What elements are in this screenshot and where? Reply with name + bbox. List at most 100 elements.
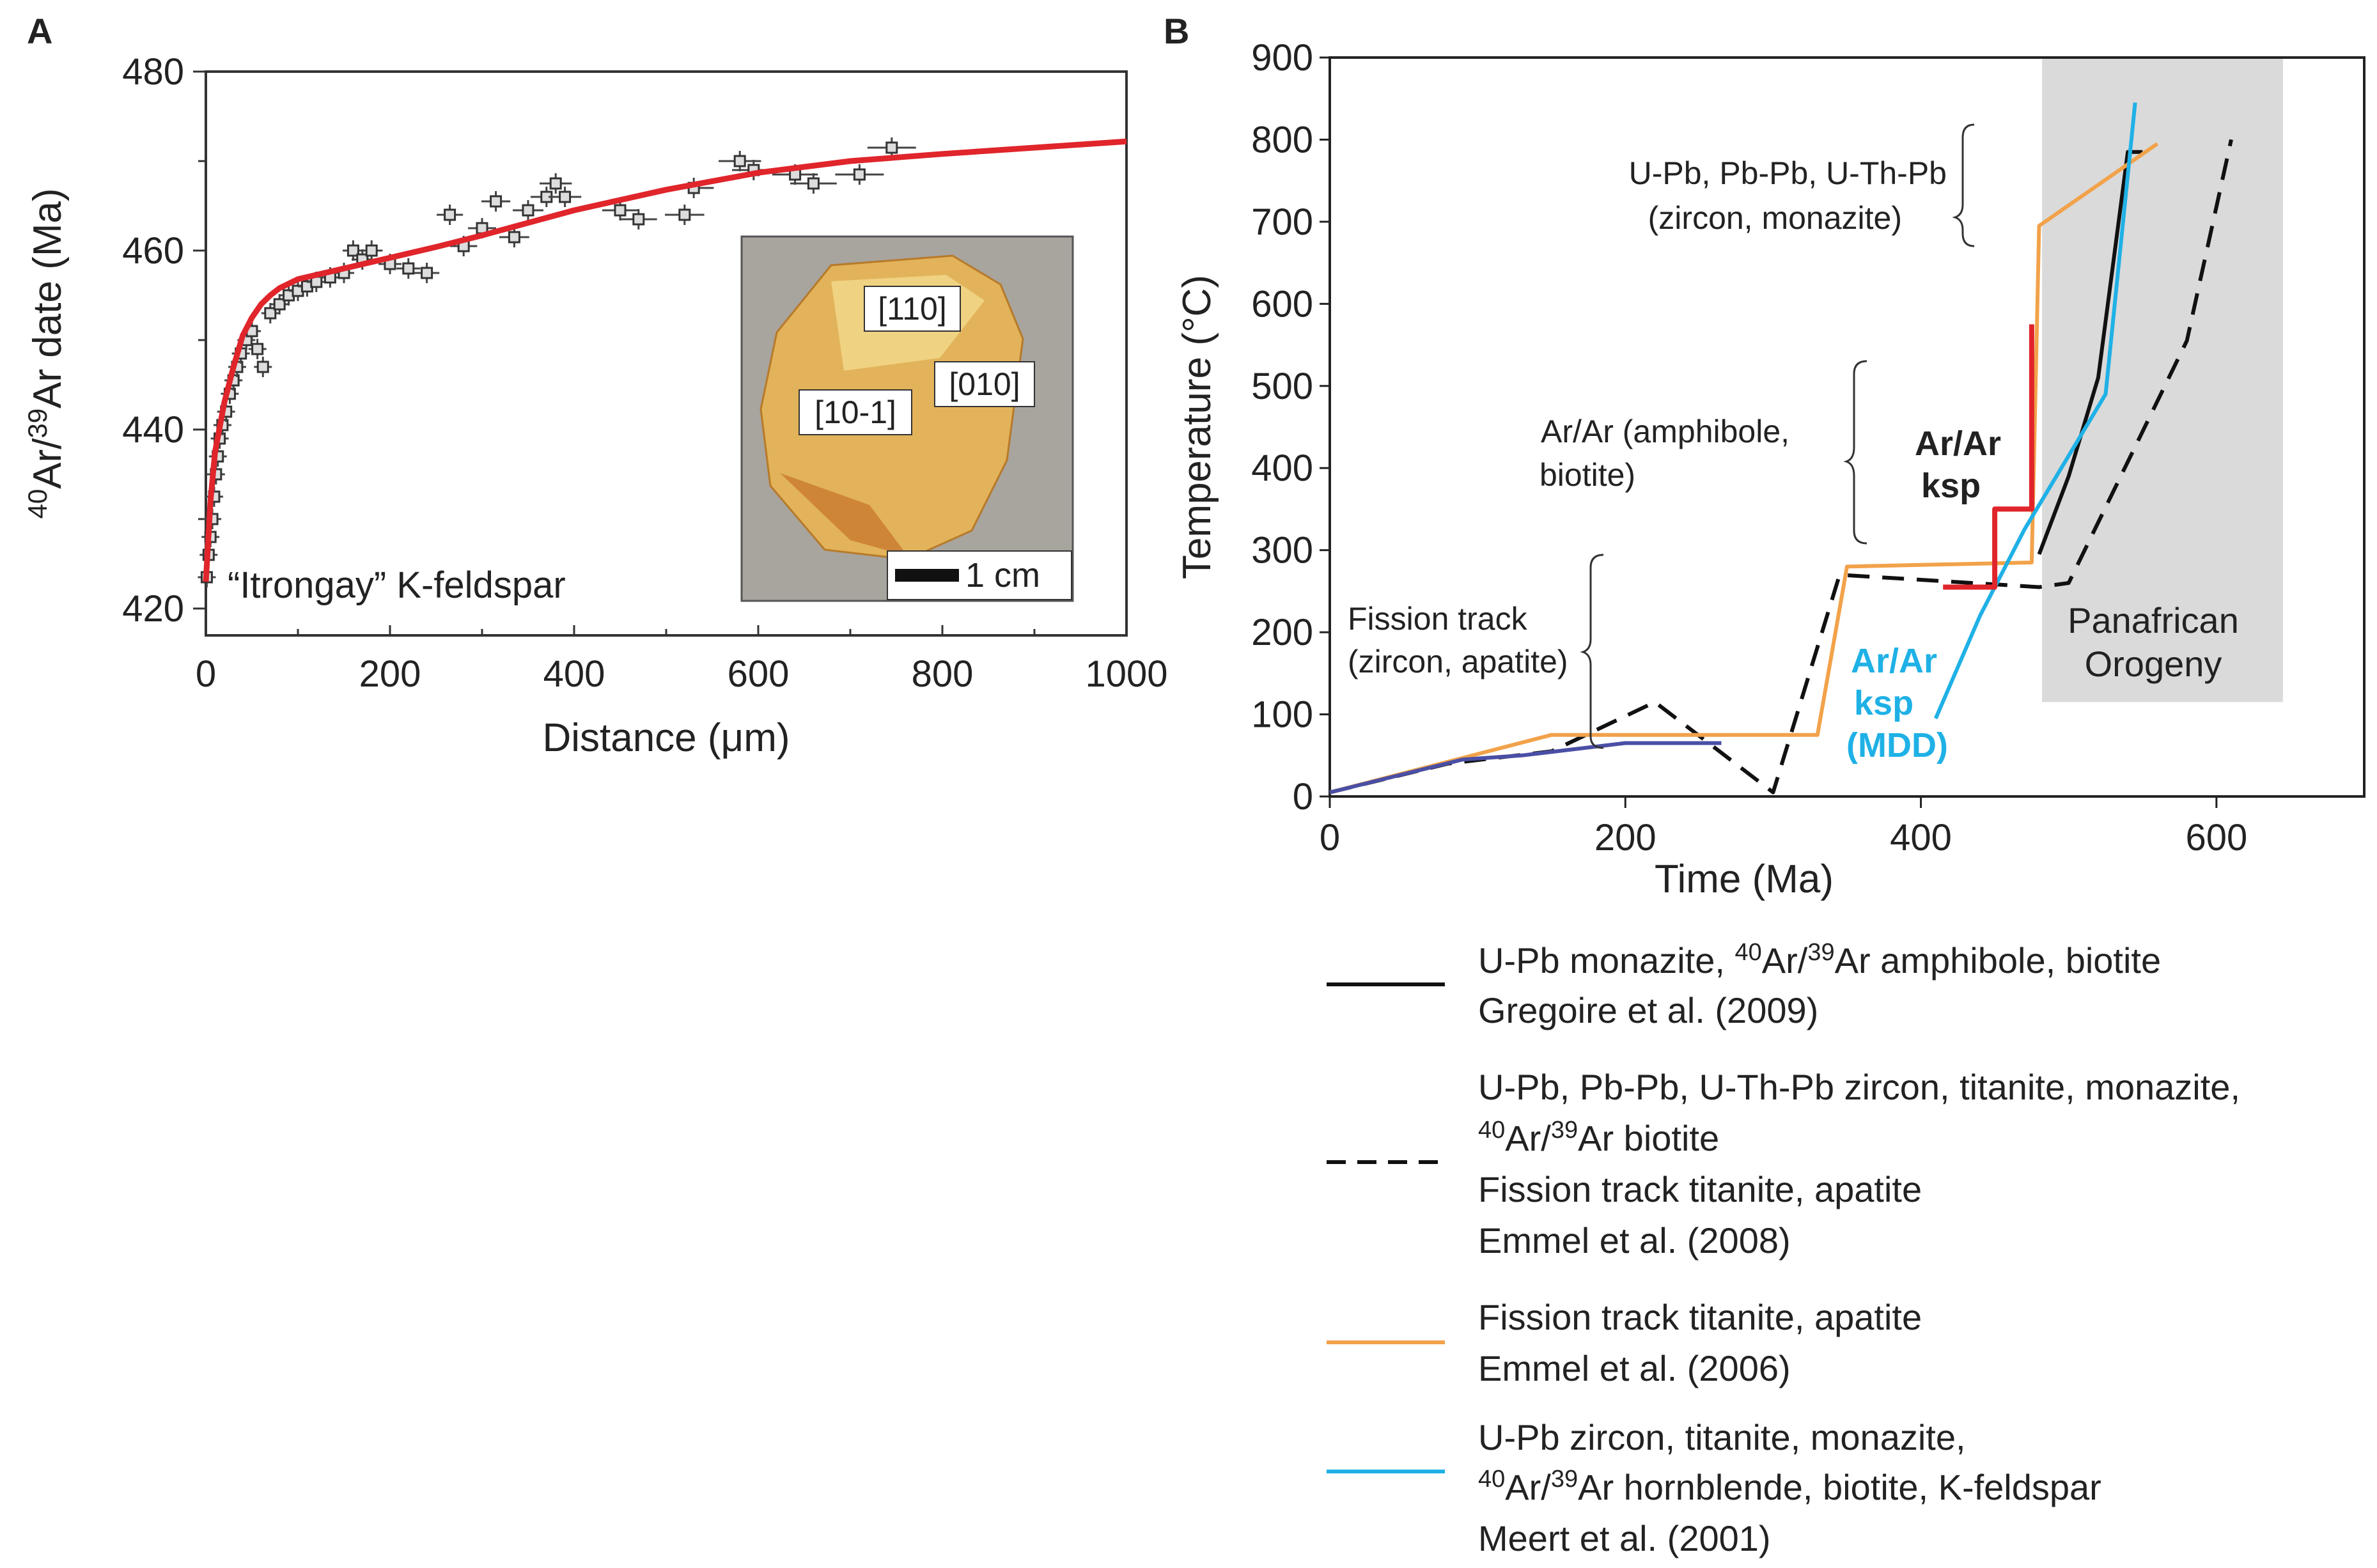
panel-label-a: A <box>27 11 52 51</box>
legend-gregoire-line2: Gregoire et al. (2009) <box>1478 990 1818 1030</box>
ft-label-1: Fission track <box>1348 601 1528 637</box>
legend-gregoire-line1: U-Pb monazite, 40Ar/39Ar amphibole, biot… <box>1478 939 2161 981</box>
legend-meert-line2: 40Ar/39Ar hornblende, biotite, K-feldspa… <box>1478 1466 2101 1507</box>
arar-bracket <box>1843 360 1867 545</box>
a-data-point <box>361 240 383 261</box>
ft-bracket <box>1580 554 1604 749</box>
panel-b-y-ticks: 0 100 200 300 400 500 600 700 800 900 <box>1251 37 1330 818</box>
b-series-line <box>1329 741 1722 795</box>
b-series-line <box>1943 324 2034 590</box>
a-data-point <box>396 258 421 279</box>
a-data-point <box>279 285 298 306</box>
panel-label-b: B <box>1164 11 1189 51</box>
panel-a-x-ticks: 0 200 400 600 800 1000 <box>196 625 1168 695</box>
ft-label-2: (zircon, apatite) <box>1348 644 1568 679</box>
a-data-point <box>790 173 837 194</box>
legend-emmel2006-line1: Fission track titanite, apatite <box>1478 1297 1922 1337</box>
panel-b-x-axis-title: Time (Ma) <box>1655 857 1834 901</box>
b-x-tick-label: 600 <box>2185 817 2247 858</box>
panel-a-y-axis-title: 40Ar/39Ar date (Ma) <box>22 188 70 518</box>
b-y-tick-label: 300 <box>1251 530 1313 571</box>
panel-b-chart: Panafrican Orogeny 0 200 400 600 0 100 200 300… <box>1175 37 2365 901</box>
b-y-tick-label: 100 <box>1251 694 1313 736</box>
legend-entry-emmel-2008: U-Pb, Pb-Pb, U-Th-Pb zircon, titanite, m… <box>1327 1067 2240 1261</box>
a-y-tick-label: 460 <box>122 230 184 272</box>
legend-emmel2008-line2: 40Ar/39Ar biotite <box>1478 1117 1719 1158</box>
a-data-point <box>437 205 464 225</box>
panel-b-plot-frame <box>1329 56 2365 798</box>
arar-label-1: Ar/Ar (amphibole, <box>1541 414 1789 449</box>
a-data-point <box>719 151 761 171</box>
legend-entry-emmel-2006: Fission track titanite, apatite Emmel et… <box>1327 1297 1922 1388</box>
b-x-tick-label: 0 <box>1320 817 1340 858</box>
sample-label: “Itrongay” K-feldspar <box>228 564 566 606</box>
crystal-facet-shadow <box>780 473 908 556</box>
a-data-point <box>248 339 267 359</box>
inset-label-box-010 <box>934 361 1035 407</box>
a-y-tick-label: 480 <box>122 51 184 93</box>
inset-label-110: [110] <box>878 291 947 327</box>
upb-label-2: (zircon, monazite) <box>1648 200 1902 236</box>
a-data-point <box>665 205 705 225</box>
legend-entry-gregoire: U-Pb monazite, 40Ar/39Ar amphibole, biot… <box>1327 939 2161 1030</box>
scale-bar <box>895 569 959 582</box>
a-data-point <box>261 303 279 323</box>
a-data-point <box>602 200 638 221</box>
panel-a-chart: 0 200 400 600 800 1000 420 440 460 480 [110] [01… <box>22 51 1168 760</box>
legend-emmel2008-line1: U-Pb, Pb-Pb, U-Th-Pb zircon, titanite, m… <box>1478 1067 2240 1107</box>
a-data-point <box>270 294 289 314</box>
b-x-tick-label: 200 <box>1594 817 1656 858</box>
a-data-point <box>254 357 272 377</box>
a-y-tick-label: 420 <box>122 588 184 630</box>
scale-bar-label: 1 cm <box>965 556 1040 594</box>
b-x-tick-label: 400 <box>1890 817 1952 858</box>
a-x-tick-label: 600 <box>728 653 790 695</box>
panel-b-series <box>1329 102 2233 795</box>
panel-a-y-ticks: 420 440 460 480 <box>122 51 206 630</box>
a-data-point <box>620 209 657 229</box>
panel-b-x-ticks: 0 200 400 600 <box>1320 796 2247 858</box>
b-y-tick-label: 700 <box>1251 201 1313 243</box>
legend-entry-meert: U-Pb zircon, titanite, monazite, 40Ar/39… <box>1327 1417 2101 1558</box>
a-data-point <box>481 191 511 212</box>
panel-b-y-axis-title: Temperature (°C) <box>1175 275 1219 579</box>
a-data-point <box>540 173 572 194</box>
ksp-label-1: Ar/Ar <box>1915 424 2001 463</box>
panafrican-label-2: Orogeny <box>2085 644 2222 684</box>
b-y-tick-label: 900 <box>1251 37 1313 79</box>
inset-label-box-110 <box>864 286 961 332</box>
inset-label-10-1: [10-1] <box>814 394 896 430</box>
panafrican-label-1: Panafrican <box>2068 600 2239 640</box>
b-series-line <box>1933 102 2137 720</box>
a-x-tick-label: 1000 <box>1085 653 1167 695</box>
legend-emmel2008-line4: Emmel et al. (2008) <box>1478 1220 1791 1261</box>
inset-label-box-10-1 <box>799 389 912 435</box>
b-y-tick-label: 800 <box>1251 119 1313 160</box>
a-data-point <box>835 164 884 185</box>
a-x-tick-label: 800 <box>912 653 974 695</box>
legend-emmel2008-line3: Fission track titanite, apatite <box>1478 1169 1922 1209</box>
a-x-tick-label: 200 <box>359 653 421 695</box>
legend: U-Pb monazite, 40Ar/39Ar amphibole, biot… <box>1327 939 2240 1558</box>
panafrican-orogeny-region <box>2042 58 2283 702</box>
b-y-tick-label: 600 <box>1251 283 1313 325</box>
a-y-tick-label: 440 <box>122 409 184 451</box>
mdd-label-3: (MDD) <box>1846 726 1948 765</box>
b-series-line <box>2037 150 2143 555</box>
legend-emmel2006-line2: Emmel et al. (2006) <box>1478 1348 1791 1388</box>
panel-a-fit-curve <box>203 138 1127 582</box>
upb-label-1: U-Pb, Pb-Pb, U-Th-Pb <box>1629 155 1947 191</box>
panel-a-x-axis-title: Distance (μm) <box>542 716 790 760</box>
b-y-tick-label: 500 <box>1251 366 1313 407</box>
inset-label-010: [010] <box>949 366 1020 402</box>
arar-label-2: biotite) <box>1539 457 1635 493</box>
mdd-label-1: Ar/Ar <box>1851 642 1937 680</box>
a-data-point <box>499 227 529 247</box>
a-data-point <box>343 240 364 261</box>
feldspar-photo-inset: [110] [010] [10-1] 1 cm <box>740 235 1074 602</box>
mdd-label-2: ksp <box>1854 684 1913 722</box>
a-x-tick-label: 400 <box>543 653 605 695</box>
b-y-tick-label: 400 <box>1251 447 1313 489</box>
b-y-tick-label: 0 <box>1293 776 1313 818</box>
